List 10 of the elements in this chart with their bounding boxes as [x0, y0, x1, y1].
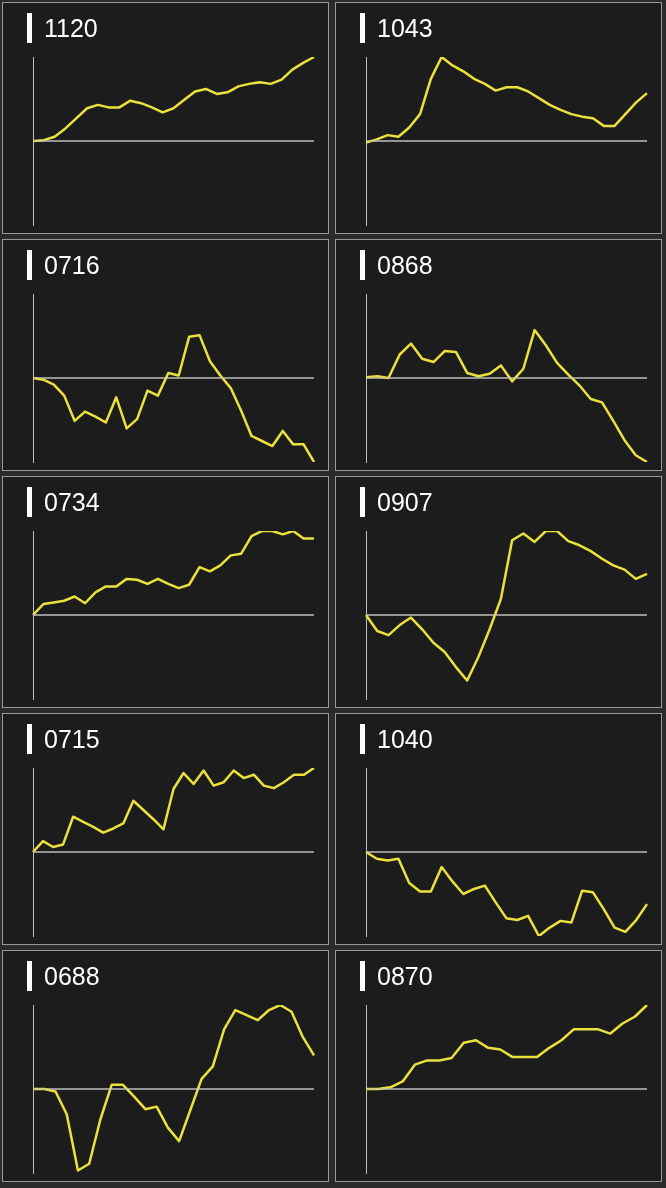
chart-title: 0734 [44, 487, 100, 517]
chart-title: 0716 [44, 250, 100, 280]
chart-title: 0870 [377, 961, 433, 991]
chart-title: 0868 [377, 250, 433, 280]
chart-title: 0715 [44, 724, 100, 754]
chart-title: 1043 [377, 13, 433, 43]
chart-title: 1120 [44, 13, 98, 43]
chart-title: 1040 [377, 724, 433, 754]
chart-title: 0907 [377, 487, 433, 517]
chart-title: 0688 [44, 961, 100, 991]
